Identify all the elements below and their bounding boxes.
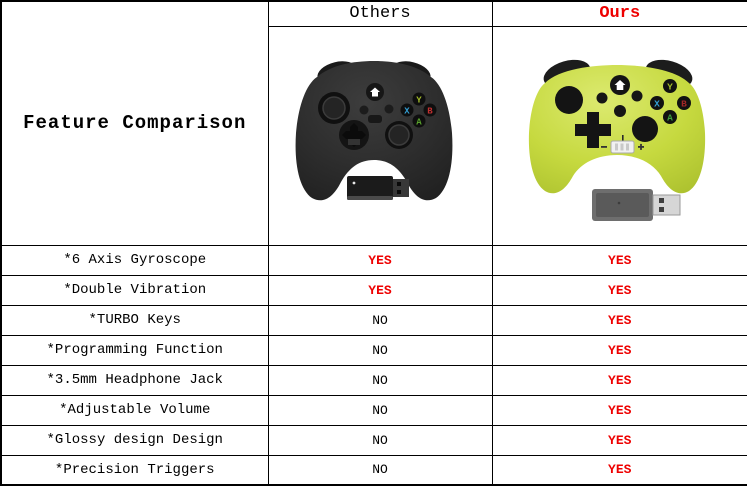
feature-value: YES <box>492 425 747 455</box>
feature-label: *Double Vibration <box>1 275 268 305</box>
others-product-image-cell: Y X B A <box>268 26 492 245</box>
feature-value: YES <box>492 305 747 335</box>
usb-dongle-icon <box>592 189 680 221</box>
table-row: *Programming Function NO YES <box>1 335 747 365</box>
left-stick <box>555 86 583 114</box>
black-controller-image: Y X B A <box>269 27 493 245</box>
feature-value: NO <box>268 365 492 395</box>
column-header-others: Others <box>268 1 492 26</box>
feature-label: *Programming Function <box>1 335 268 365</box>
column-header-ours: Ours <box>492 1 747 26</box>
feature-value: NO <box>268 335 492 365</box>
ours-product-image-cell: Y X B A <box>492 26 747 245</box>
feature-label: *6 Axis Gyroscope <box>1 245 268 275</box>
table-row: *TURBO Keys NO YES <box>1 305 747 335</box>
page-title: Feature Comparison <box>1 1 268 245</box>
table-row: *6 Axis Gyroscope YES YES <box>1 245 747 275</box>
usb-dongle-icon <box>347 176 409 200</box>
menu-button <box>631 90 642 101</box>
share-button <box>368 115 382 123</box>
table-row: *Double Vibration YES YES <box>1 275 747 305</box>
feature-label: *Precision Triggers <box>1 455 268 485</box>
feature-value: YES <box>492 395 747 425</box>
x-button-icon: X <box>654 98 660 109</box>
table-row: *3.5mm Headphone Jack NO YES <box>1 365 747 395</box>
b-button-icon: B <box>427 106 433 116</box>
table-row: *Adjustable Volume NO YES <box>1 395 747 425</box>
view-button <box>596 92 607 103</box>
feature-value: YES <box>268 245 492 275</box>
left-stick <box>318 92 350 124</box>
lime-controller-image: Y X B A <box>493 27 747 245</box>
feature-label: *3.5mm Headphone Jack <box>1 365 268 395</box>
a-button-icon: A <box>667 112 673 123</box>
right-stick <box>632 116 658 142</box>
x-button-icon: X <box>404 106 410 116</box>
feature-value: YES <box>492 275 747 305</box>
feature-value: NO <box>268 455 492 485</box>
home-icon <box>610 75 630 95</box>
feature-value: YES <box>492 365 747 395</box>
feature-value: NO <box>268 395 492 425</box>
feature-value: YES <box>492 335 747 365</box>
y-button-icon: Y <box>416 95 422 105</box>
feature-label: *Glossy design Design <box>1 425 268 455</box>
table-row: *Precision Triggers NO YES <box>1 455 747 485</box>
feature-value: NO <box>268 305 492 335</box>
y-button-icon: Y <box>667 81 673 92</box>
feature-value: NO <box>268 425 492 455</box>
b-button-icon: B <box>681 98 687 109</box>
a-button-icon: A <box>416 117 422 127</box>
share-button <box>614 105 626 117</box>
feature-label: *TURBO Keys <box>1 305 268 335</box>
feature-value: YES <box>492 455 747 485</box>
right-stick <box>385 121 413 149</box>
table-row: *Glossy design Design NO YES <box>1 425 747 455</box>
menu-button <box>384 104 393 113</box>
home-icon <box>366 83 384 101</box>
view-button <box>359 105 368 114</box>
feature-value: YES <box>268 275 492 305</box>
feature-label: *Adjustable Volume <box>1 395 268 425</box>
dpad-icon <box>339 120 369 150</box>
feature-value: YES <box>492 245 747 275</box>
